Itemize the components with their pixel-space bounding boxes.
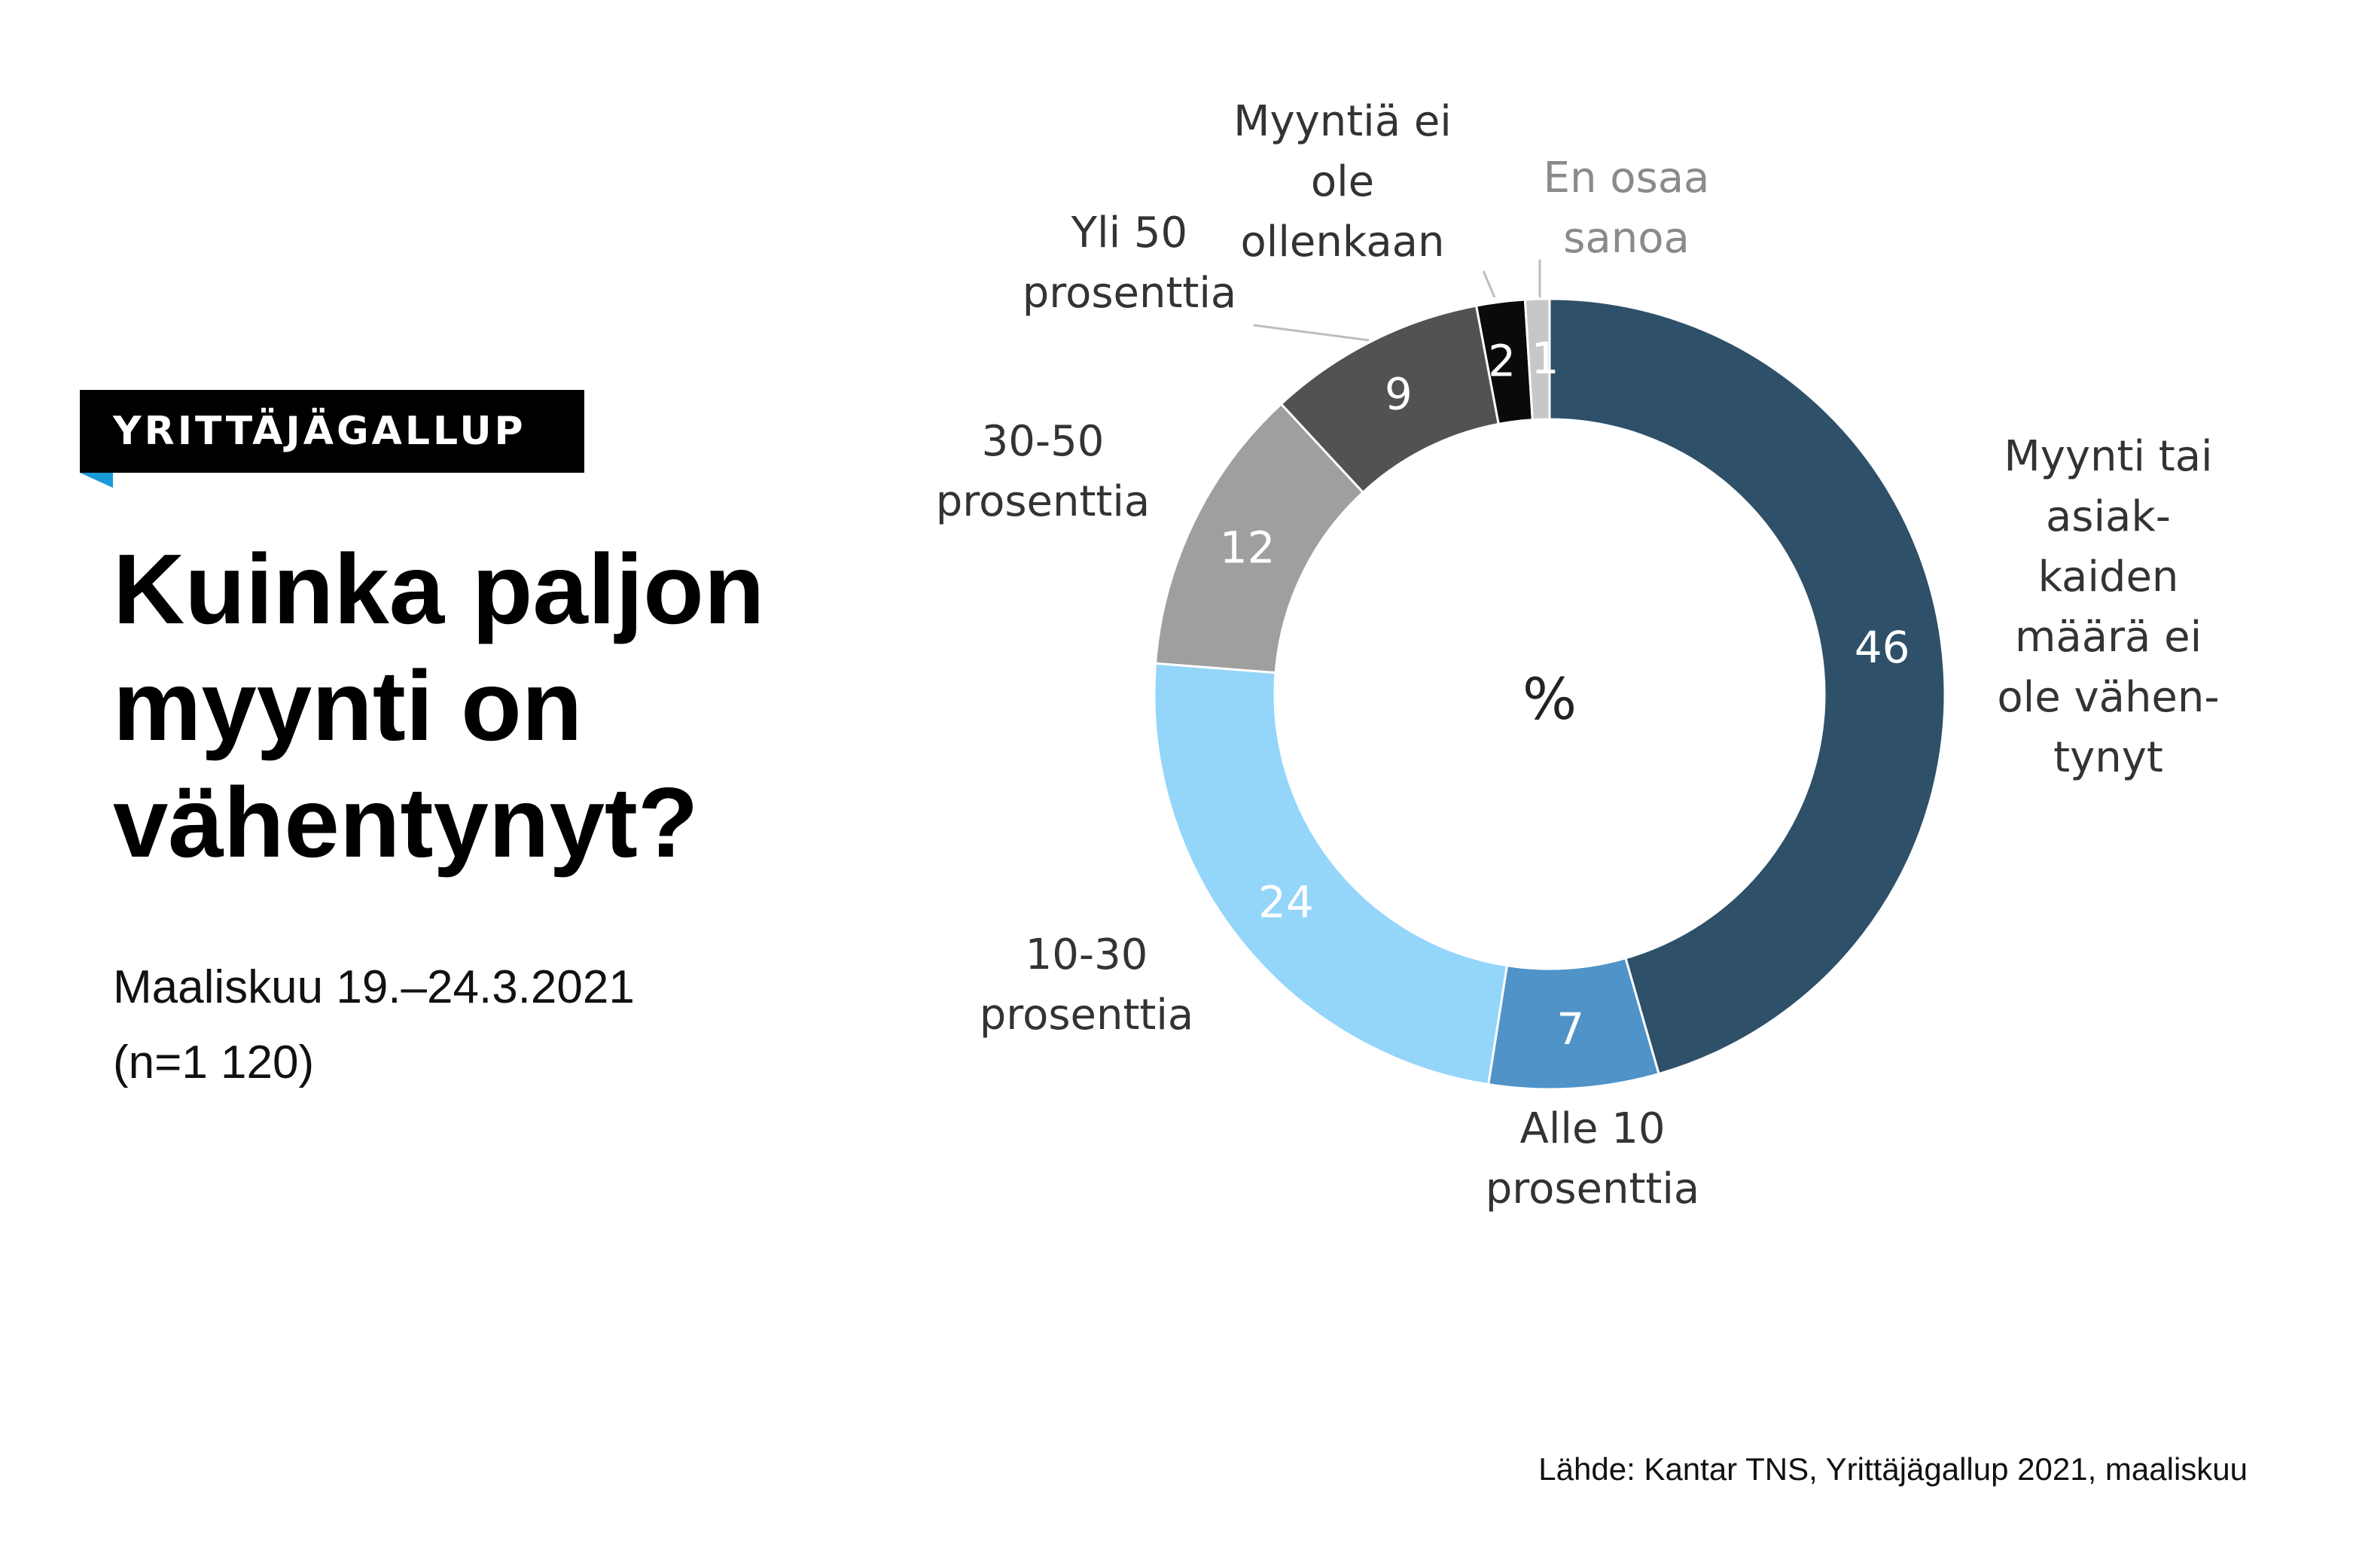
segment-label-6: En osaa sanoa: [1544, 154, 1710, 263]
donut-segment-6: [1523, 297, 1551, 422]
segment-value-0: 46: [1855, 622, 1910, 673]
segment-value-6: 1: [1532, 333, 1559, 384]
segment-label-4: Yli 50 prosenttia: [1023, 209, 1237, 318]
center-percent-label: %: [1522, 665, 1577, 732]
survey-meta: Maaliskuu 19.–24.3.2021 (n=1 120): [113, 950, 635, 1101]
donut-segment-2: [1153, 662, 1509, 1086]
segment-label-3: 30-50 prosenttia: [936, 417, 1151, 526]
segment-value-3: 12: [1220, 522, 1276, 574]
segment-label-1: Alle 10 prosenttia: [1486, 1104, 1700, 1213]
segment-label-0: Myynti tai asiak-kaiden määrä ei ole vähen-…: [1997, 432, 2219, 782]
segment-label-2: 10-30 prosenttia: [980, 930, 1194, 1040]
segment-label-5: Myyntiä ei ole ollenkaan: [1233, 97, 1452, 266]
page-title: Kuinka paljon myynti on vähentynyt?: [113, 531, 791, 881]
title-line-1: Kuinka paljon: [113, 534, 765, 644]
title-line-3: vähentynyt?: [113, 767, 699, 878]
leader-line-4: [1253, 324, 1370, 342]
source-note: Lähde: Kantar TNS, Yrittäjägallup 2021, …: [1538, 1451, 2248, 1487]
segment-value-4: 9: [1385, 369, 1413, 420]
survey-tag: YRITTÄJÄGALLUP: [80, 390, 584, 473]
title-line-2: myynti on: [113, 650, 583, 761]
tag-corner-accent: [80, 473, 113, 488]
leader-line-5: [1482, 270, 1496, 298]
donut-segment-0: [1548, 297, 1946, 1076]
segment-value-1: 7: [1556, 1003, 1584, 1055]
segment-value-2: 24: [1258, 877, 1314, 928]
segment-value-5: 2: [1488, 335, 1516, 386]
sample-size: (n=1 120): [113, 1037, 315, 1088]
survey-date: Maaliskuu 19.–24.3.2021: [113, 961, 635, 1013]
